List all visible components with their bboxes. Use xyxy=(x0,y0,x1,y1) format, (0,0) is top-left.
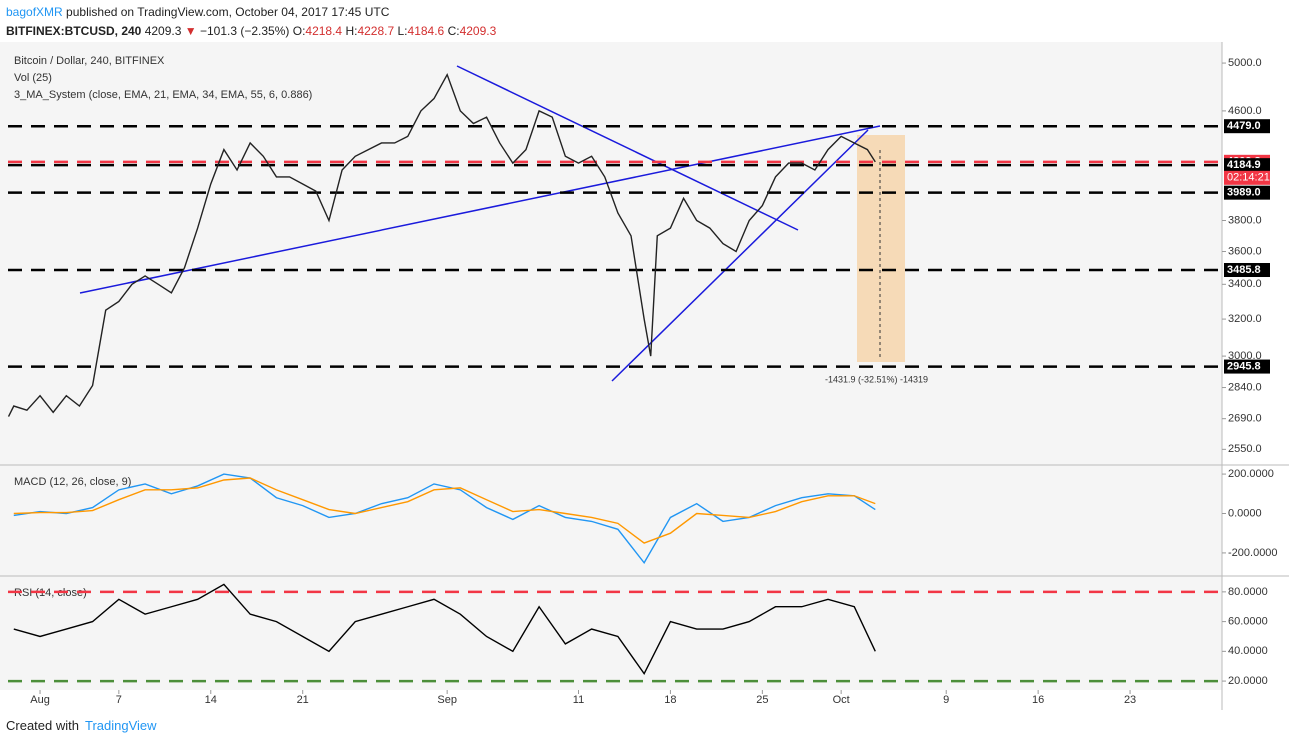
indicator: Vol (25) xyxy=(14,72,52,84)
line xyxy=(7,72,876,417)
x-tick-label: 21 xyxy=(297,694,309,706)
y-tick-label: 3600.0 xyxy=(1228,245,1262,257)
header: bagofXMR published on TradingView.com, O… xyxy=(6,5,497,38)
x-tick-label: 18 xyxy=(664,694,676,706)
h-label: H: xyxy=(345,24,358,38)
close: 4209.3 xyxy=(459,24,497,38)
brand[interactable]: TradingView xyxy=(84,718,157,733)
y-tick-label: -200.0000 xyxy=(1228,547,1278,559)
y-tick-label: 3400.0 xyxy=(1228,278,1262,290)
created: Created with xyxy=(6,718,79,733)
y-tick-label: 60.0000 xyxy=(1228,616,1268,628)
panel-title: RSI (14, close) xyxy=(14,587,87,599)
y-tick-label: 200.0000 xyxy=(1228,468,1274,480)
measure-box xyxy=(857,135,905,362)
panel-title: Bitcoin / Dollar, 240, BITFINEX xyxy=(14,55,165,67)
y-tick-label: 80.0000 xyxy=(1228,586,1268,598)
countdown-tag xyxy=(1224,170,1270,185)
trend-line xyxy=(79,125,881,294)
user[interactable]: bagofXMR xyxy=(6,5,63,19)
o-label: O: xyxy=(292,24,306,38)
measure-label: -1431.9 (-32.51%) -14319 xyxy=(825,374,928,384)
trend-line xyxy=(456,65,799,231)
x-tick-label: Aug xyxy=(30,694,50,706)
high: 4228.7 xyxy=(357,24,395,38)
level-tag xyxy=(1224,185,1270,200)
level-label: 2945.8 xyxy=(1227,360,1261,372)
level-tag xyxy=(1224,119,1270,134)
y-tick-label: 3200.0 xyxy=(1228,313,1262,325)
line xyxy=(13,583,876,675)
level-label: 3989.0 xyxy=(1227,187,1261,199)
y-tick-label: 20.0000 xyxy=(1228,675,1268,687)
x-tick-label: 9 xyxy=(943,694,949,706)
y-tick-label: 3800.0 xyxy=(1228,214,1262,226)
x-tick-label: 14 xyxy=(205,694,217,706)
level-label: 4184.9 xyxy=(1227,159,1261,171)
y-tick-label: 2550.0 xyxy=(1228,443,1262,455)
change: −101.3 (−2.35%) xyxy=(199,24,290,38)
level-label: 4479.0 xyxy=(1227,120,1261,132)
line xyxy=(13,473,876,565)
trend-line xyxy=(611,129,869,382)
footer: Created with TradingView xyxy=(6,718,157,733)
x-tick-label: 25 xyxy=(756,694,768,706)
y-tick-label: 40.0000 xyxy=(1228,645,1268,657)
level-tag xyxy=(1224,158,1270,173)
x-tick-label: 11 xyxy=(573,694,584,706)
open: 4218.4 xyxy=(305,24,343,38)
y-tick-label: 0.0000 xyxy=(1228,507,1262,519)
y-tick-label: 2840.0 xyxy=(1228,381,1262,393)
y-tick-label: 4600.0 xyxy=(1228,105,1262,117)
line xyxy=(13,477,876,544)
l-label: L: xyxy=(397,24,408,38)
y-tick-label: 2690.0 xyxy=(1228,413,1262,425)
panel-title: MACD (12, 26, close, 9) xyxy=(14,476,131,488)
level-label: 3485.8 xyxy=(1227,264,1261,276)
x-tick-label: Sep xyxy=(437,694,457,706)
x-tick-label: Oct xyxy=(833,694,850,706)
level-tag xyxy=(1224,263,1270,278)
x-tick-label: 7 xyxy=(116,694,122,706)
published: published on TradingView.com, October 04… xyxy=(66,5,390,19)
y-tick-label: 5000.0 xyxy=(1228,57,1262,69)
symbol: BITFINEX:BTCUSD, 240 xyxy=(6,24,142,38)
y-tick-label: 3000.0 xyxy=(1228,350,1262,362)
indicator: 3_MA_System (close, EMA, 21, EMA, 34, EM… xyxy=(14,89,312,101)
c-label: C: xyxy=(447,24,460,38)
countdown: 02:14:21 xyxy=(1227,172,1270,184)
x-tick-label: 23 xyxy=(1124,694,1136,706)
low: 4184.6 xyxy=(407,24,445,38)
x-tick-label: 16 xyxy=(1032,694,1044,706)
level-tag xyxy=(1224,359,1270,374)
last: 4209.3 xyxy=(144,24,182,38)
